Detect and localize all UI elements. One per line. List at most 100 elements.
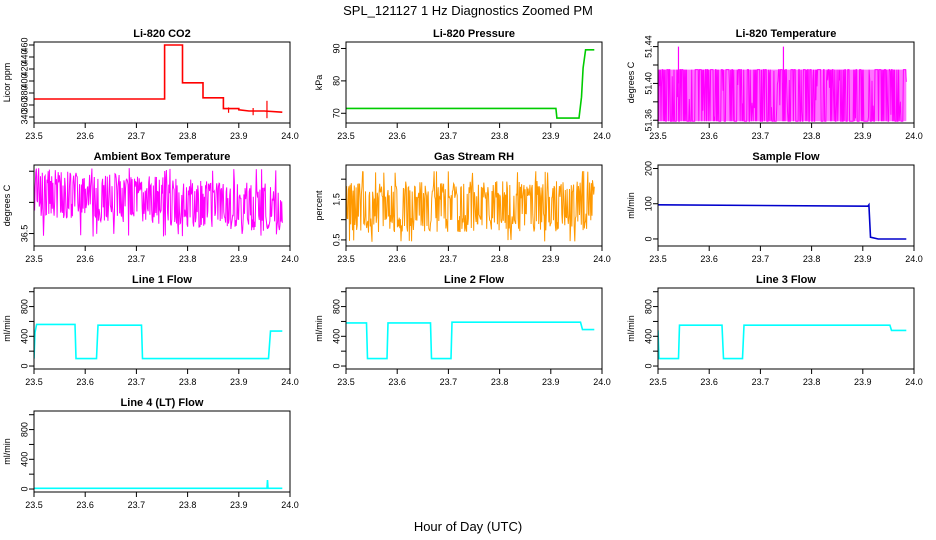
chart-gas-stream-rh-ylabel: percent <box>314 190 324 221</box>
chart-line-2-flow-frame <box>345 287 603 370</box>
chart-li-820-temperature-xtick-label: 23.8 <box>803 131 821 141</box>
chart-li-820-co2-plot-area <box>34 44 283 119</box>
chart-li-820-temperature-band-fill <box>658 69 907 122</box>
chart-line-4-lt-flow-ylabel: ml/min <box>2 438 12 465</box>
chart-li-820-temperature-ytick-label: 51.44 <box>643 35 653 58</box>
chart-ambient-box-temperature-ytick-label: 36.5 <box>19 225 29 243</box>
chart-ambient-box-temperature-xtick-label: 23.5 <box>25 254 43 264</box>
chart-li-820-pressure-series-line <box>346 48 595 119</box>
chart-sample-flow-xtick-label: 23.8 <box>803 254 821 264</box>
chart-gas-stream-rh-series-line <box>346 171 595 242</box>
chart-li-820-co2-xtick-label: 23.5 <box>25 131 43 141</box>
chart-gas-stream-rh-xtick-label: 23.6 <box>388 254 406 264</box>
chart-line-1-flow-ytick-label: 800 <box>19 299 29 314</box>
chart-line-1-flow: Line 1 Flow ml/min 23.5 23.6 23.7 23.8 23.9 24.… <box>2 274 299 387</box>
chart-line-2-flow-xtick-label: 23.5 <box>337 377 355 387</box>
chart-line-3-flow-title: Line 3 Flow <box>756 274 816 286</box>
chart-gas-stream-rh: Gas Stream RH percent 23.5 23.6 23.7 23.8 23.9… <box>314 151 611 264</box>
chart-line-4-lt-flow-title: Line 4 (LT) Flow <box>121 397 204 409</box>
chart-sample-flow-xtick-label: 23.5 <box>649 254 667 264</box>
chart-li-820-temperature-plot-area <box>658 46 907 122</box>
chart-line-4-lt-flow-ytick-label: 0 <box>19 487 29 492</box>
chart-line-1-flow-series-line <box>34 323 283 360</box>
chart-li-820-co2-frame <box>33 41 291 124</box>
chart-li-820-co2: Li-820 CO2 Licor ppm 23.5 23.6 23.7 23.8 23.9 2… <box>2 28 299 141</box>
chart-li-820-temperature-xtick-label: 23.5 <box>649 131 667 141</box>
chart-ambient-box-temperature-plot-area <box>34 168 283 237</box>
chart-li-820-pressure-xtick-label: 23.9 <box>542 131 560 141</box>
chart-ambient-box-temperature-xtick-label: 23.8 <box>179 254 197 264</box>
chart-li-820-co2-ytick-label: 340 <box>19 109 29 124</box>
chart-line-3-flow-xtick-label: 23.5 <box>649 377 667 387</box>
chart-ambient-box-temperature-xtick-label: 24.0 <box>281 254 299 264</box>
chart-line-3-flow-plot-area <box>658 324 907 360</box>
chart-li-820-pressure-ylabel: kPa <box>314 75 324 91</box>
chart-line-1-flow-xtick-label: 23.7 <box>128 377 146 387</box>
chart-li-820-co2-xtick-label: 23.7 <box>128 131 146 141</box>
chart-ambient-box-temperature-xtick-label: 23.9 <box>230 254 248 264</box>
chart-li-820-pressure-xtick-label: 23.8 <box>491 131 509 141</box>
chart-li-820-temperature-frame <box>657 41 915 124</box>
chart-line-1-flow-xtick-label: 23.6 <box>76 377 94 387</box>
chart-li-820-co2-ytick-label: 440 <box>19 49 29 64</box>
chart-li-820-temperature-ytick-label: 51.40 <box>643 72 653 95</box>
chart-line-2-flow-ylabel: ml/min <box>314 315 324 342</box>
chart-gas-stream-rh-xtick-label: 23.9 <box>542 254 560 264</box>
chart-gas-stream-rh-xtick-label: 23.7 <box>440 254 458 264</box>
chart-li-820-pressure-xtick-label: 24.0 <box>593 131 611 141</box>
chart-li-820-co2-xtick-label: 23.9 <box>230 131 248 141</box>
chart-line-1-flow-xtick-label: 23.8 <box>179 377 197 387</box>
chart-sample-flow-ytick-label: 200 <box>643 161 653 176</box>
chart-line-3-flow-xtick-label: 23.9 <box>854 377 872 387</box>
chart-ambient-box-temperature-frame <box>33 164 291 247</box>
chart-line-4-lt-flow-ytick-label: 800 <box>19 422 29 437</box>
chart-gas-stream-rh-ytick-label: 0.5 <box>331 234 341 247</box>
chart-sample-flow-xtick-label: 23.6 <box>700 254 718 264</box>
chart-line-3-flow-ylabel: ml/min <box>626 315 636 342</box>
chart-li-820-temperature-title: Li-820 Temperature <box>736 28 837 40</box>
chart-ambient-box-temperature-ylabel: degrees C <box>2 184 12 226</box>
chart-gas-stream-rh-ytick-label: 1.5 <box>331 193 341 206</box>
chart-sample-flow-title: Sample Flow <box>752 151 820 163</box>
chart-line-3-flow-xtick-label: 23.8 <box>803 377 821 387</box>
chart-line-2-flow-title: Line 2 Flow <box>444 274 504 286</box>
chart-line-1-flow-xtick-label: 23.9 <box>230 377 248 387</box>
chart-li-820-co2-ytick-label: 400 <box>19 73 29 88</box>
chart-line-4-lt-flow-frame <box>33 410 291 493</box>
chart-line-2-flow-xtick-label: 24.0 <box>593 377 611 387</box>
chart-line-4-lt-flow: Line 4 (LT) Flow ml/min 23.5 23.6 23.7 23.8 23… <box>2 397 299 510</box>
chart-line-3-flow-xtick-label: 23.6 <box>700 377 718 387</box>
chart-line-4-lt-flow-plot-area <box>34 480 283 490</box>
chart-li-820-co2-ytick-label: 420 <box>19 61 29 76</box>
chart-gas-stream-rh-plot-area <box>346 171 595 242</box>
chart-li-820-temperature-xtick-label: 23.6 <box>700 131 718 141</box>
chart-li-820-co2-ytick-label: 380 <box>19 85 29 100</box>
chart-line-1-flow-title: Line 1 Flow <box>132 274 192 286</box>
chart-line-1-flow-xtick-label: 23.5 <box>25 377 43 387</box>
chart-li-820-temperature-series-line <box>658 69 907 122</box>
chart-line-1-flow-plot-area <box>34 323 283 360</box>
chart-line-3-flow-xtick-label: 24.0 <box>905 377 923 387</box>
chart-ambient-box-temperature-series-line <box>34 168 283 237</box>
chart-li-820-pressure: Li-820 Pressure kPa 23.5 23.6 23.7 23.8 23.9 24… <box>314 28 611 141</box>
chart-line-2-flow-plot-area <box>346 321 595 360</box>
chart-li-820-pressure-ytick-label: 90 <box>331 43 341 53</box>
chart-line-2-flow: Line 2 Flow ml/min 23.5 23.6 23.7 23.8 23.9 24.… <box>314 274 611 387</box>
chart-ambient-box-temperature-xtick-label: 23.6 <box>76 254 94 264</box>
chart-line-2-flow-xtick-label: 23.9 <box>542 377 560 387</box>
chart-sample-flow-frame <box>657 164 915 247</box>
chart-li-820-pressure-xtick-label: 23.7 <box>440 131 458 141</box>
chart-li-820-co2-ytick-label: 460 <box>19 37 29 52</box>
chart-li-820-pressure-xtick-label: 23.6 <box>388 131 406 141</box>
chart-li-820-co2-xtick-label: 24.0 <box>281 131 299 141</box>
chart-ambient-box-temperature-title: Ambient Box Temperature <box>94 151 231 163</box>
chart-line-4-lt-flow-xtick-label: 23.7 <box>128 500 146 510</box>
chart-sample-flow-xtick-label: 23.7 <box>752 254 770 264</box>
chart-line-3-flow-ytick-label: 400 <box>643 329 653 344</box>
chart-li-820-pressure-ytick-label: 70 <box>331 108 341 118</box>
panels-container: Li-820 CO2 Licor ppm 23.5 23.6 23.7 23.8 23.9 2… <box>2 28 923 510</box>
chart-sample-flow-xtick-label: 24.0 <box>905 254 923 264</box>
chart-li-820-temperature-xtick-label: 23.7 <box>752 131 770 141</box>
chart-line-2-flow-ytick-label: 800 <box>331 299 341 314</box>
chart-line-2-flow-series-line <box>346 321 595 360</box>
